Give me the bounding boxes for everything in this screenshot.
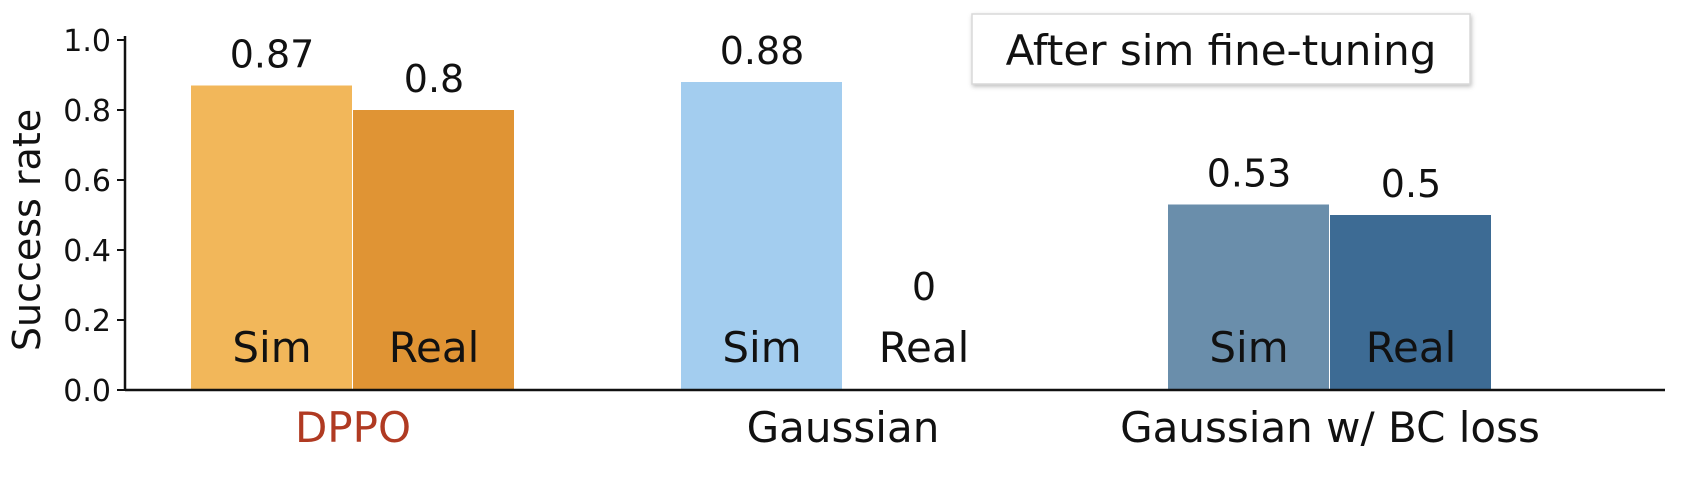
bar-series-label: Sim <box>232 323 311 372</box>
y-tick-label: 0.6 <box>63 164 111 199</box>
y-tick-label: 0.8 <box>63 94 111 129</box>
bar-series-label: Real <box>1366 323 1457 372</box>
x-tick-label: DPPO <box>295 403 411 452</box>
bar-series-label: Real <box>389 323 480 372</box>
bar-series-label: Real <box>879 323 970 372</box>
value-label: 0 <box>912 265 936 309</box>
value-label: 0.5 <box>1381 162 1441 206</box>
bar-gaussian-w-bc-loss-real <box>1330 215 1491 390</box>
value-label: 0.53 <box>1207 152 1292 196</box>
value-label: 0.88 <box>720 29 805 73</box>
bars-layer <box>191 82 1491 390</box>
y-tick-label: 0.4 <box>63 234 111 269</box>
value-label: 0.8 <box>404 57 464 101</box>
y-tick-label: 0.2 <box>63 304 111 339</box>
bar-gaussian-w-bc-loss-sim <box>1168 204 1329 390</box>
bar-series-label: Sim <box>722 323 801 372</box>
annotation-box <box>971 13 1471 85</box>
y-axis-label: Success rate <box>5 109 49 351</box>
bar-dppo-real <box>353 110 514 390</box>
labels-layer: 0.87 Sim 0.8 Real DPPO 0.88 Sim 0 Real Gaussian 0.… <box>230 29 1540 452</box>
x-tick-label: Gaussian w/ BC loss <box>1120 403 1540 452</box>
y-tick-label: 1.0 <box>63 24 111 59</box>
bar-series-label: Sim <box>1209 323 1288 372</box>
x-tick-label: Gaussian <box>747 403 940 452</box>
bar-dppo-sim <box>191 85 352 390</box>
annotation-text: After sim fine-tuning <box>1006 26 1437 75</box>
bar-gaussian-sim <box>681 82 842 390</box>
y-tick-label: 0.0 <box>63 374 111 409</box>
value-label: 0.87 <box>230 33 315 77</box>
annotation-layer: After sim fine-tuning <box>971 13 1471 85</box>
axes-layer: 0.0 0.2 0.4 0.6 0.8 1.0 Success rate <box>5 24 1665 409</box>
